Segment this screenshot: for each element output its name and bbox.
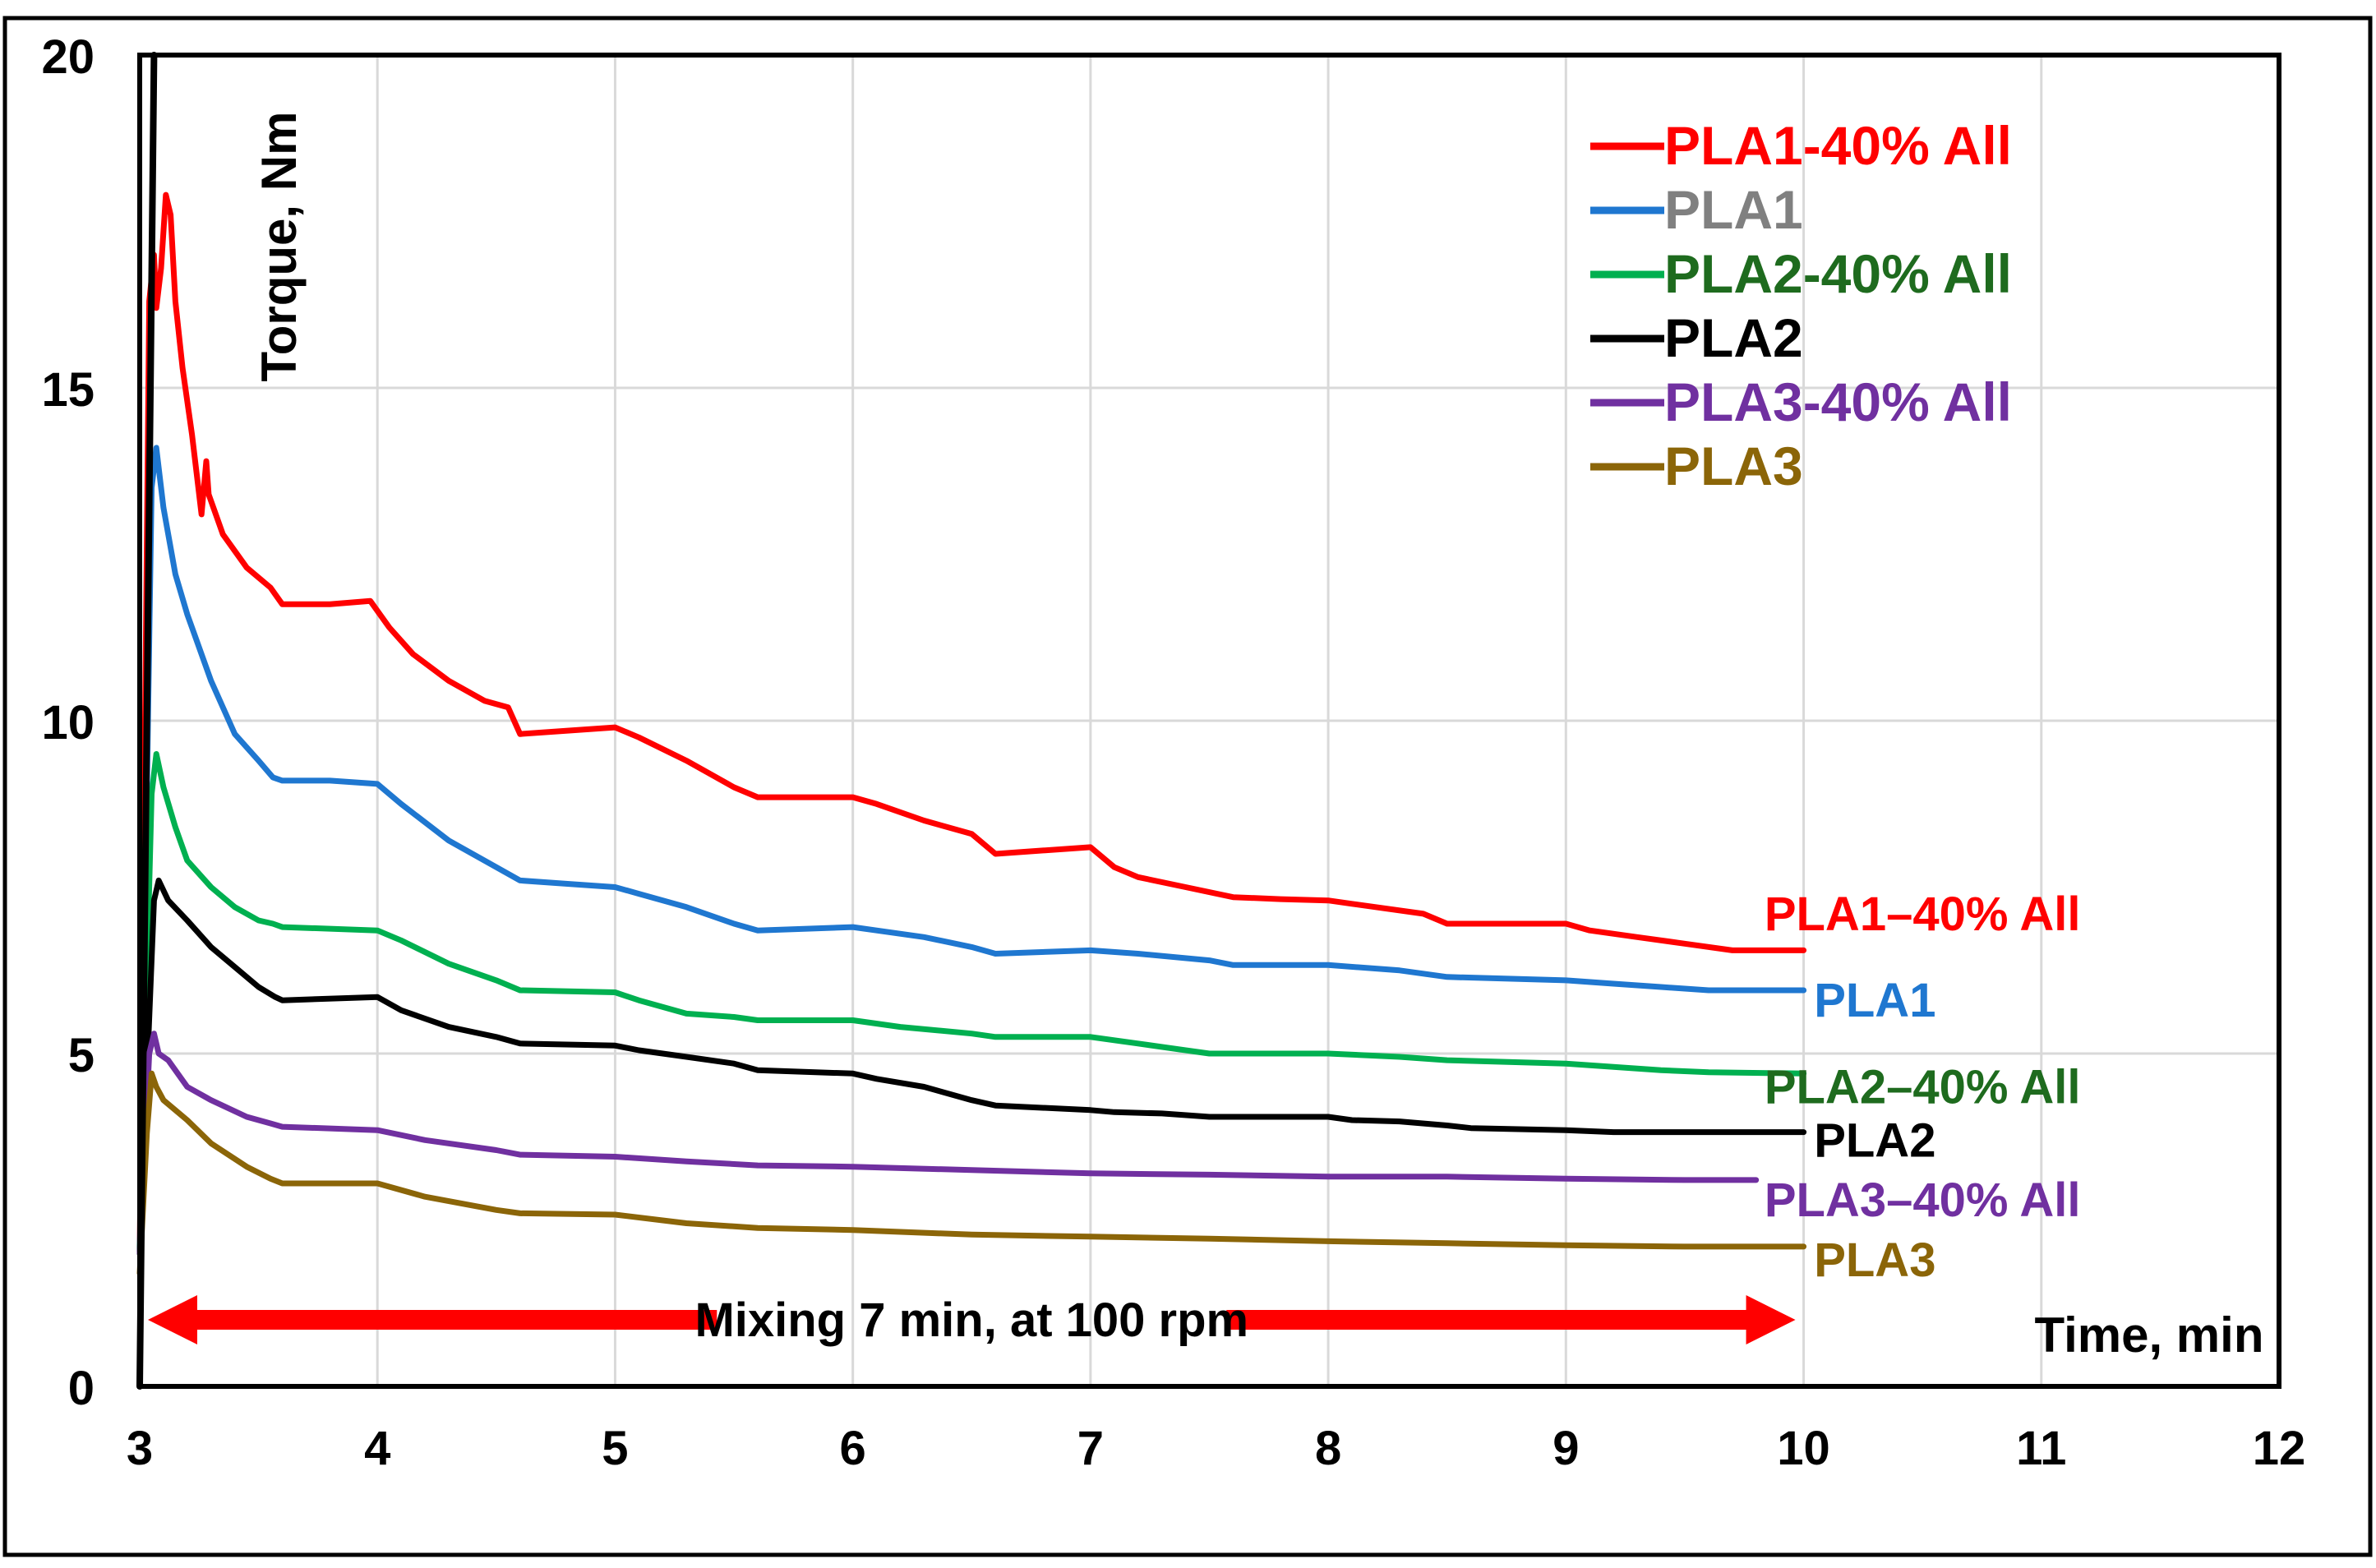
legend-label: PLA3 [1664, 436, 1803, 496]
legend-label: PLA3-40% All [1664, 371, 2012, 432]
series-end-label: PLA2–40% All [1765, 1061, 2081, 1114]
x-tick-label: 11 [2016, 1422, 2066, 1475]
x-tick-label: 10 [1777, 1422, 1830, 1475]
x-tick-label: 12 [2253, 1422, 2306, 1475]
x-tick-label: 4 [364, 1422, 390, 1475]
legend-label: PLA1-40% All [1664, 115, 2012, 176]
series-line-pla1-40-all [136, 191, 1807, 1257]
y-axis-title: Torque, Nm [251, 112, 307, 382]
series-end-label: PLA2 [1814, 1114, 1935, 1167]
series-line-pla2 [136, 877, 1807, 1257]
legend-label: PLA2 [1664, 307, 1803, 368]
y-tick-label: 15 [41, 363, 95, 417]
series-line-pla2-40-all [136, 751, 1807, 1257]
y-tick-label: 20 [41, 30, 95, 84]
legend-label: PLA1 [1664, 179, 1803, 240]
series-line-pla3 [136, 1070, 1807, 1276]
x-tick-label: 6 [840, 1422, 866, 1475]
x-tick-label: 9 [1552, 1422, 1579, 1475]
x-tick-label: 3 [127, 1422, 153, 1475]
series-line-pla3-40-all [136, 1031, 1760, 1257]
tick-labels: 3 4 5 6 7 8 9 10 11 12 0 5 10 15 20 [41, 30, 2305, 1475]
x-tick-label: 8 [1315, 1422, 1341, 1475]
y-tick-label: 0 [68, 1362, 95, 1415]
series-end-label: PLA3 [1814, 1234, 1935, 1287]
series-end-label: PLA1–40% All [1765, 888, 2081, 941]
arrow-left-head [148, 1295, 197, 1344]
x-tick-label: 7 [1077, 1422, 1104, 1475]
series-layer [136, 52, 1807, 1390]
outer-frame [2, 16, 2373, 1557]
x-axis-title: Time, min [2035, 1307, 2264, 1363]
y-tick-label: 10 [41, 696, 95, 749]
plot-area-border [137, 53, 2281, 1389]
series-line-pla1 [136, 445, 1807, 1257]
series-end-label: PLA1 [1814, 974, 1935, 1027]
x-tick-label: 5 [602, 1422, 628, 1475]
series-end-label: PLA3–40% All [1765, 1174, 2081, 1227]
y-tick-label: 5 [68, 1029, 95, 1082]
arrow-right-head [1746, 1295, 1796, 1344]
legend-label: PLA2-40% All [1664, 243, 2012, 304]
mixing-annotation: Mixing 7 min, at 100 rpm [148, 1294, 1796, 1347]
mixing-annotation-text: Mixing 7 min, at 100 rpm [694, 1294, 1248, 1347]
